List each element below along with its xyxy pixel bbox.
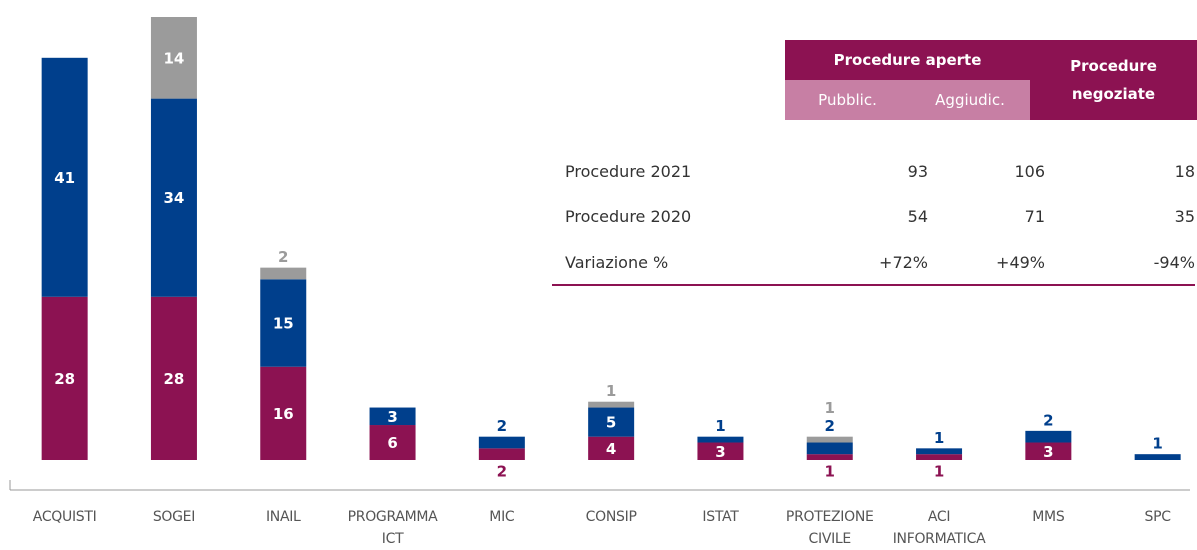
table-cell: 54 bbox=[907, 207, 928, 226]
data-label: 1 bbox=[934, 463, 944, 481]
x-tick-label: PROTEZIONE CIVILE bbox=[785, 509, 874, 547]
x-tick-label: SOGEI bbox=[152, 509, 196, 525]
bar-segment bbox=[478, 448, 525, 460]
table-cell: -94% bbox=[1153, 253, 1195, 272]
x-tick-label: ACI INFORMATICA bbox=[892, 509, 986, 547]
data-label: 1 bbox=[606, 382, 616, 400]
data-label: 28 bbox=[54, 370, 75, 388]
bar-segment bbox=[150, 296, 197, 460]
bar-segment bbox=[41, 57, 88, 297]
bar-segment bbox=[1025, 442, 1072, 460]
bar-segment bbox=[588, 407, 635, 437]
bar-segment bbox=[150, 17, 197, 99]
bar-segment bbox=[260, 267, 307, 280]
x-tick-label: CONSIP bbox=[585, 509, 637, 525]
x-tick-label: MMS bbox=[1032, 509, 1065, 525]
bar-segment bbox=[260, 279, 307, 367]
bar-segment bbox=[588, 401, 635, 408]
bar-segment bbox=[41, 296, 88, 460]
data-label: 16 bbox=[273, 405, 294, 423]
bar-segment bbox=[916, 454, 963, 460]
data-label: 2 bbox=[1043, 411, 1053, 429]
table-row-label: Procedure 2020 bbox=[565, 207, 692, 226]
data-label: 3 bbox=[387, 408, 397, 426]
bar-segment bbox=[697, 442, 744, 460]
data-label: 28 bbox=[164, 370, 185, 388]
bar-segment bbox=[1134, 454, 1181, 460]
bar-segment bbox=[1025, 430, 1072, 443]
table-subheader: Pubblic. bbox=[785, 80, 910, 120]
bar-segment bbox=[260, 366, 307, 460]
x-tick-label: ISTAT bbox=[702, 509, 739, 525]
x-tick-label: ACQUISTI bbox=[32, 509, 97, 525]
bar-segment bbox=[369, 425, 416, 460]
data-label: 34 bbox=[164, 189, 185, 207]
bar-segment bbox=[369, 407, 416, 426]
table-cell: +49% bbox=[996, 253, 1045, 272]
bar-segment bbox=[806, 454, 853, 460]
table-subheader: Aggiudic. bbox=[910, 80, 1030, 120]
data-label: 4 bbox=[606, 440, 616, 458]
bar-segment bbox=[588, 436, 635, 460]
bar-segment bbox=[806, 442, 853, 455]
table-row-label: Procedure 2021 bbox=[565, 162, 692, 181]
table-row-label: Variazione % bbox=[565, 253, 669, 272]
bar-segment bbox=[697, 436, 744, 443]
data-label: 14 bbox=[164, 49, 185, 67]
table-cell: 93 bbox=[907, 162, 928, 181]
bar-segment bbox=[478, 436, 525, 449]
table-header: Procedure negoziate bbox=[1030, 40, 1197, 120]
data-label: 1 bbox=[825, 463, 835, 481]
data-label: 2 bbox=[497, 463, 507, 481]
data-label: 6 bbox=[387, 434, 397, 452]
data-label: 1 bbox=[715, 417, 725, 435]
bar-segment bbox=[150, 98, 197, 297]
data-label: 41 bbox=[54, 169, 75, 187]
table-cell: 106 bbox=[1014, 162, 1045, 181]
bar-segment bbox=[916, 448, 963, 455]
x-tick-label: INAIL bbox=[265, 509, 301, 525]
data-label: 3 bbox=[1043, 443, 1053, 461]
table-cell: 35 bbox=[1174, 207, 1195, 226]
data-label: 1 bbox=[825, 399, 835, 417]
x-tick-label: MIC bbox=[489, 509, 515, 525]
table-group-header: Procedure aperte bbox=[785, 40, 1030, 80]
data-label: 2 bbox=[278, 248, 288, 266]
table-cell: 18 bbox=[1174, 162, 1195, 181]
x-tick-label: SPC bbox=[1144, 509, 1172, 525]
data-label: 2 bbox=[497, 417, 507, 435]
data-label: 15 bbox=[273, 315, 294, 333]
bar-segment bbox=[806, 436, 853, 443]
table-cell: 71 bbox=[1024, 207, 1045, 226]
x-tick-label: PROGRAMMA ICT bbox=[347, 509, 438, 547]
data-label: 1 bbox=[934, 429, 944, 447]
data-label: 5 bbox=[606, 414, 616, 432]
table-cell: +72% bbox=[879, 253, 928, 272]
data-label: 3 bbox=[715, 443, 725, 461]
data-label: 2 bbox=[825, 417, 835, 435]
data-label: 1 bbox=[1152, 435, 1162, 453]
